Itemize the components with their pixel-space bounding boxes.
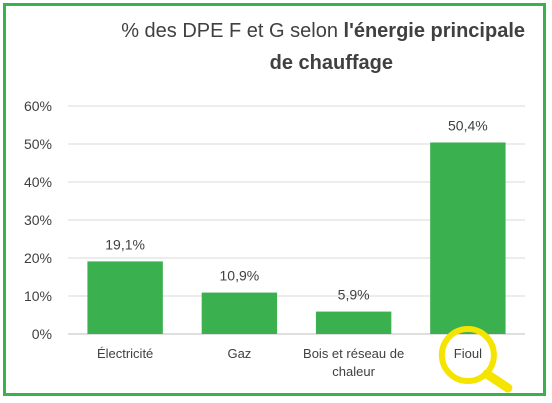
bar-3 xyxy=(315,311,392,334)
data-label: 19,1% xyxy=(105,236,145,252)
chart-title-bold-1: l'énergie principale xyxy=(343,20,525,42)
data-label: 10,9% xyxy=(220,268,260,284)
bar-1 xyxy=(87,261,163,334)
y-tick-label: 60% xyxy=(24,98,52,114)
category-label: Électricité xyxy=(97,346,153,361)
data-label: 5,9% xyxy=(338,287,370,303)
category-label: Fioul xyxy=(454,346,482,361)
y-tick-label: 40% xyxy=(24,174,52,190)
category-label: Bois et réseau de xyxy=(303,346,404,361)
y-tick-label: 50% xyxy=(24,136,52,152)
data-label: 50,4% xyxy=(448,117,488,133)
bar-2 xyxy=(201,292,278,334)
y-tick-label: 0% xyxy=(32,326,52,342)
y-tick-label: 20% xyxy=(24,250,52,266)
y-tick-label: 10% xyxy=(24,288,52,304)
chart-title-prefix: % des DPE F et G selon xyxy=(121,20,344,42)
chart-title-line-1: % des DPE F et G selon l'énergie princip… xyxy=(121,20,525,43)
y-tick-label: 30% xyxy=(24,212,52,228)
bar-4 xyxy=(430,142,506,334)
category-label: Gaz xyxy=(227,346,251,361)
magnifying-glass-icon xyxy=(438,326,513,393)
category-label: chaleur xyxy=(332,364,375,379)
chart-title-line-2: de chauffage xyxy=(269,52,393,74)
